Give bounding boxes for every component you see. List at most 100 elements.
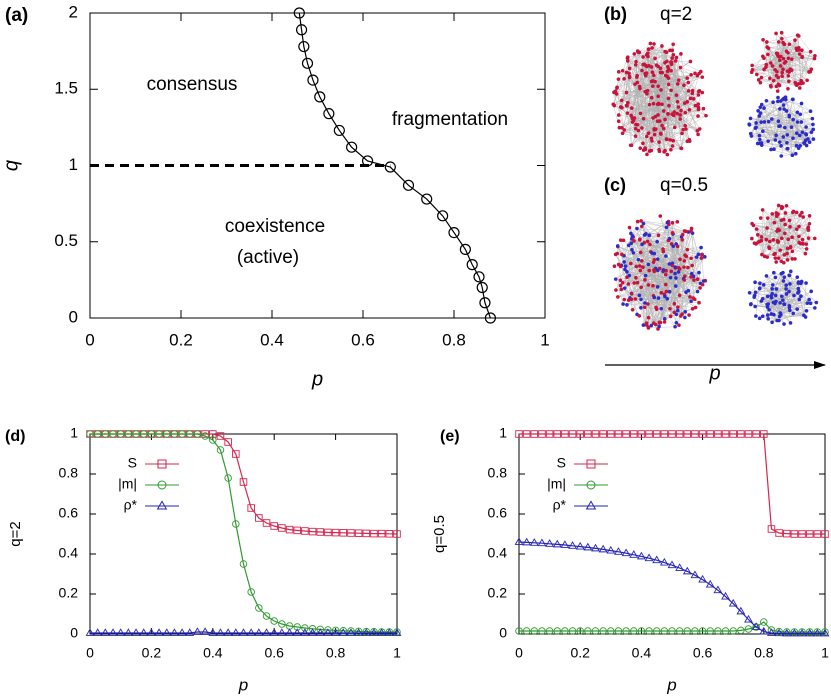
network-node (786, 56, 791, 61)
marker (529, 538, 539, 546)
network-edge (617, 245, 637, 278)
network-edge (766, 275, 773, 286)
network-node (689, 73, 693, 77)
marker (721, 627, 730, 635)
marker (331, 528, 340, 537)
network-node (682, 278, 687, 282)
network-node (630, 307, 635, 312)
network-node (645, 152, 649, 157)
marker (298, 40, 310, 53)
network-edge (669, 256, 705, 309)
network-node (626, 282, 631, 286)
network-edge (767, 291, 812, 316)
network-node (652, 269, 657, 274)
network-edge (774, 222, 786, 225)
network-node (804, 247, 809, 251)
network-node (672, 125, 677, 130)
marker (561, 430, 569, 438)
y-tick-label: 1 (69, 155, 78, 174)
marker (270, 617, 278, 625)
network-node (642, 233, 647, 237)
network-node (784, 292, 789, 296)
network-edge (620, 106, 664, 112)
marker (262, 628, 271, 636)
network-node (776, 82, 781, 86)
network-node (790, 153, 795, 158)
panel-label: (d) (5, 428, 25, 445)
marker (224, 438, 232, 446)
network-node (772, 312, 776, 317)
marker (316, 528, 325, 536)
marker (690, 570, 700, 579)
network-node (749, 302, 753, 306)
marker (392, 628, 402, 636)
network-node (682, 265, 686, 269)
y-tick-label: 0.4 (488, 545, 508, 561)
network-node (798, 143, 803, 148)
marker (339, 529, 348, 537)
network-node (773, 67, 777, 72)
network-edge (773, 272, 785, 278)
marker (736, 606, 746, 615)
network-node (811, 137, 816, 141)
network-node (655, 285, 660, 289)
network-node (813, 53, 817, 58)
network-edge (778, 77, 789, 89)
network-node (778, 64, 783, 68)
network-node (666, 111, 670, 116)
network-node (643, 301, 647, 305)
network-node (783, 231, 787, 236)
network-edge (621, 73, 630, 108)
network-node (638, 250, 643, 255)
network-node (660, 44, 664, 48)
network-node (663, 272, 668, 277)
marker (307, 74, 319, 86)
network-node (629, 231, 633, 236)
marker (614, 627, 623, 635)
network-edge (757, 233, 785, 236)
network-node (621, 238, 626, 243)
network-node (781, 103, 786, 107)
network-node (615, 244, 620, 248)
network-node (765, 305, 770, 309)
network-node (614, 288, 618, 292)
network-node (639, 297, 643, 302)
network-node (765, 294, 770, 299)
network-node (777, 140, 782, 144)
network-node (652, 258, 657, 262)
network-node (772, 252, 776, 257)
network-edge (803, 283, 807, 316)
marker (231, 628, 241, 636)
network-node (799, 279, 804, 284)
network-node (779, 30, 784, 35)
network-node (765, 226, 769, 230)
network-edge (767, 284, 773, 297)
network-node (701, 106, 706, 111)
marker (393, 530, 401, 538)
network-node (647, 268, 651, 273)
network-edge (762, 131, 769, 142)
marker (607, 430, 615, 438)
network-node (622, 286, 627, 290)
network-node (627, 225, 632, 230)
network-edge (651, 81, 689, 83)
network-node (625, 56, 630, 60)
network-node (674, 55, 679, 60)
marker (466, 259, 478, 271)
network-node (634, 275, 638, 280)
network-node (629, 143, 634, 148)
network-node (760, 314, 765, 319)
network-edge (687, 233, 693, 250)
network-node (776, 40, 781, 44)
network-node (747, 290, 752, 295)
network-edge (651, 97, 673, 147)
network-node (655, 119, 660, 124)
y-tick-label: 0.6 (488, 505, 508, 521)
network-node (765, 45, 769, 49)
network-edge (672, 58, 698, 131)
network-node (754, 227, 759, 231)
network-node (755, 141, 760, 146)
network-edge (796, 133, 805, 144)
network-edge (762, 284, 773, 299)
marker (361, 628, 371, 636)
